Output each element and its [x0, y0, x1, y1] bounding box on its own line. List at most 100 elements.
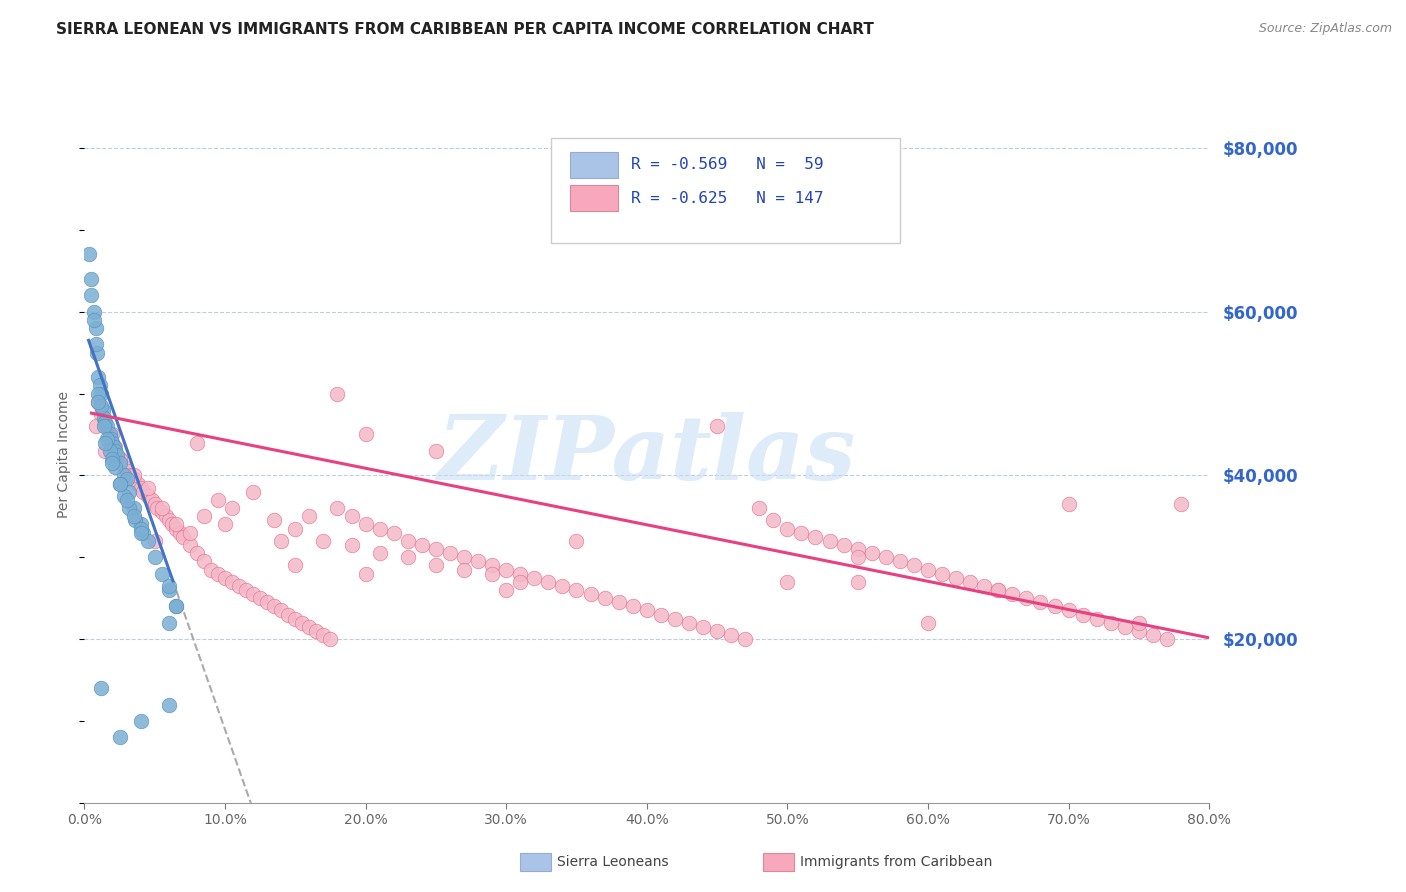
- Point: [86, 345, 108, 359]
- Point: [165, 599, 187, 614]
- Point: [1057, 603, 1080, 617]
- Bar: [571, 185, 617, 211]
- Point: [748, 501, 770, 516]
- Point: [790, 525, 813, 540]
- Point: [101, 452, 124, 467]
- Point: [305, 624, 328, 638]
- Point: [108, 476, 131, 491]
- Point: [1001, 587, 1024, 601]
- Point: [565, 533, 588, 548]
- Point: [818, 533, 841, 548]
- Point: [298, 509, 321, 524]
- Point: [846, 574, 869, 589]
- Point: [165, 517, 187, 532]
- Point: [87, 394, 110, 409]
- Point: [136, 533, 159, 548]
- Point: [270, 533, 292, 548]
- Point: [368, 546, 391, 560]
- Point: [249, 591, 271, 606]
- Point: [146, 501, 169, 516]
- Point: [636, 603, 658, 617]
- Point: [207, 566, 229, 581]
- Point: [607, 595, 630, 609]
- Point: [84, 337, 107, 351]
- Point: [1085, 612, 1108, 626]
- Point: [270, 603, 292, 617]
- Point: [214, 517, 236, 532]
- Point: [664, 612, 686, 626]
- Point: [150, 501, 173, 516]
- Point: [495, 562, 517, 576]
- Point: [959, 574, 981, 589]
- Point: [90, 399, 112, 413]
- Point: [354, 566, 377, 581]
- Point: [90, 386, 112, 401]
- Point: [382, 525, 405, 540]
- Point: [150, 566, 173, 581]
- Point: [579, 587, 602, 601]
- Point: [157, 579, 180, 593]
- Point: [650, 607, 672, 622]
- Point: [118, 501, 141, 516]
- Y-axis label: Per Capita Income: Per Capita Income: [58, 392, 72, 518]
- Point: [340, 538, 363, 552]
- Point: [83, 313, 105, 327]
- Point: [186, 546, 208, 560]
- Point: [94, 419, 117, 434]
- Point: [319, 632, 342, 646]
- Bar: [571, 152, 617, 178]
- Point: [96, 432, 118, 446]
- Point: [108, 452, 131, 467]
- Point: [108, 731, 131, 745]
- Point: [143, 550, 166, 565]
- Point: [115, 492, 138, 507]
- Point: [179, 525, 201, 540]
- Point: [396, 550, 419, 565]
- Point: [565, 582, 588, 597]
- Point: [94, 415, 117, 429]
- Point: [214, 571, 236, 585]
- Point: [509, 566, 531, 581]
- Point: [312, 533, 335, 548]
- Point: [523, 571, 546, 585]
- Point: [83, 304, 105, 318]
- Point: [80, 288, 103, 302]
- Point: [1170, 497, 1192, 511]
- Point: [326, 501, 349, 516]
- Point: [1128, 624, 1150, 638]
- Point: [101, 435, 124, 450]
- Point: [207, 492, 229, 507]
- Point: [509, 574, 531, 589]
- Point: [136, 481, 159, 495]
- Point: [112, 489, 135, 503]
- Bar: [520, 853, 551, 871]
- Point: [256, 595, 278, 609]
- Point: [157, 582, 180, 597]
- Point: [481, 558, 503, 573]
- Point: [165, 522, 187, 536]
- Point: [143, 533, 166, 548]
- Point: [105, 448, 128, 462]
- Point: [101, 427, 124, 442]
- Point: [242, 484, 264, 499]
- Point: [108, 452, 131, 467]
- Point: [93, 411, 115, 425]
- Text: R = -0.569   N =  59: R = -0.569 N = 59: [631, 157, 824, 172]
- Point: [291, 615, 314, 630]
- Point: [551, 579, 574, 593]
- FancyBboxPatch shape: [551, 138, 900, 243]
- Point: [720, 628, 742, 642]
- Point: [277, 607, 299, 622]
- Text: Sierra Leoneans: Sierra Leoneans: [557, 855, 668, 869]
- Text: SIERRA LEONEAN VS IMMIGRANTS FROM CARIBBEAN PER CAPITA INCOME CORRELATION CHART: SIERRA LEONEAN VS IMMIGRANTS FROM CARIBB…: [56, 22, 875, 37]
- Point: [200, 562, 222, 576]
- Point: [875, 550, 897, 565]
- Point: [425, 558, 447, 573]
- Point: [425, 542, 447, 557]
- Point: [903, 558, 925, 573]
- Point: [172, 530, 194, 544]
- Text: Source: ZipAtlas.com: Source: ZipAtlas.com: [1258, 22, 1392, 36]
- Point: [101, 456, 124, 470]
- Point: [621, 599, 644, 614]
- Point: [132, 525, 155, 540]
